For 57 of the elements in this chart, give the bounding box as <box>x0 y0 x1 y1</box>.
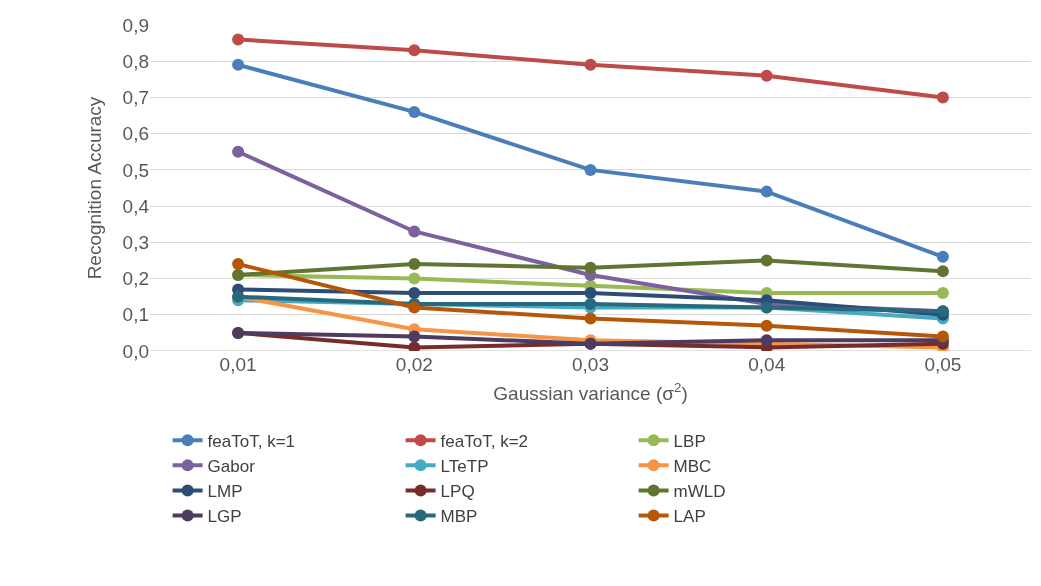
point <box>584 312 597 325</box>
x-tick-label: 0,04 <box>748 354 786 375</box>
legend-label: MBP <box>440 507 478 527</box>
point <box>408 287 421 300</box>
point <box>232 33 245 46</box>
y-tick-label: 0,2 <box>122 268 149 290</box>
x-tick-label: 0,01 <box>219 354 257 375</box>
point <box>584 261 597 274</box>
point <box>584 58 597 71</box>
y-tick-label: 0,7 <box>122 87 149 109</box>
legend-label: mWLD <box>673 482 726 502</box>
y-tick-label: 0,4 <box>122 195 150 217</box>
point <box>232 58 245 71</box>
point <box>936 287 949 300</box>
legend-label: LAP <box>673 507 706 527</box>
point <box>760 319 773 332</box>
point <box>232 145 245 158</box>
point <box>936 91 949 104</box>
y-tick-label: 0,9 <box>122 14 149 36</box>
legend-label: LBP <box>673 431 706 451</box>
y-tick-label: 0,6 <box>122 123 149 145</box>
y-tick-label: 0,8 <box>122 50 149 72</box>
point <box>936 330 949 343</box>
point <box>936 265 949 278</box>
y-tick-label: 0,3 <box>122 231 149 253</box>
y-axis-title: Recognition Accuracy <box>84 96 106 280</box>
point <box>408 272 421 285</box>
point <box>760 69 773 82</box>
point <box>408 330 421 343</box>
x-tick-label: 0,03 <box>572 354 609 375</box>
point <box>408 258 421 271</box>
point <box>936 250 949 263</box>
legend-label: feaToT, k=2 <box>440 431 529 451</box>
point <box>408 225 421 238</box>
point <box>584 297 597 310</box>
point <box>408 105 421 118</box>
point <box>408 44 421 57</box>
legend-label: LPQ <box>440 482 475 502</box>
y-tick-label: 0,5 <box>122 159 149 181</box>
x-tick-label: 0,05 <box>924 354 962 375</box>
x-tick-label: 0,02 <box>395 354 433 375</box>
legend-label: MBC <box>673 457 712 476</box>
point <box>584 287 597 300</box>
legend-label: feaToT, k=1 <box>207 431 296 451</box>
point <box>232 258 245 271</box>
point <box>408 341 421 351</box>
legend-label: LTeTP <box>440 457 489 476</box>
point <box>760 185 773 198</box>
legend-label: LMP <box>207 482 243 502</box>
point <box>408 301 421 314</box>
legend-label: LGP <box>207 507 242 527</box>
y-tick-label: 0,0 <box>122 340 149 362</box>
x-axis-title: Gaussian variance (σ$^{2}$) <box>493 379 688 404</box>
point <box>760 254 773 267</box>
point <box>584 163 597 176</box>
legend-label: Gabor <box>207 457 256 476</box>
y-tick-label: 0,1 <box>122 304 149 326</box>
